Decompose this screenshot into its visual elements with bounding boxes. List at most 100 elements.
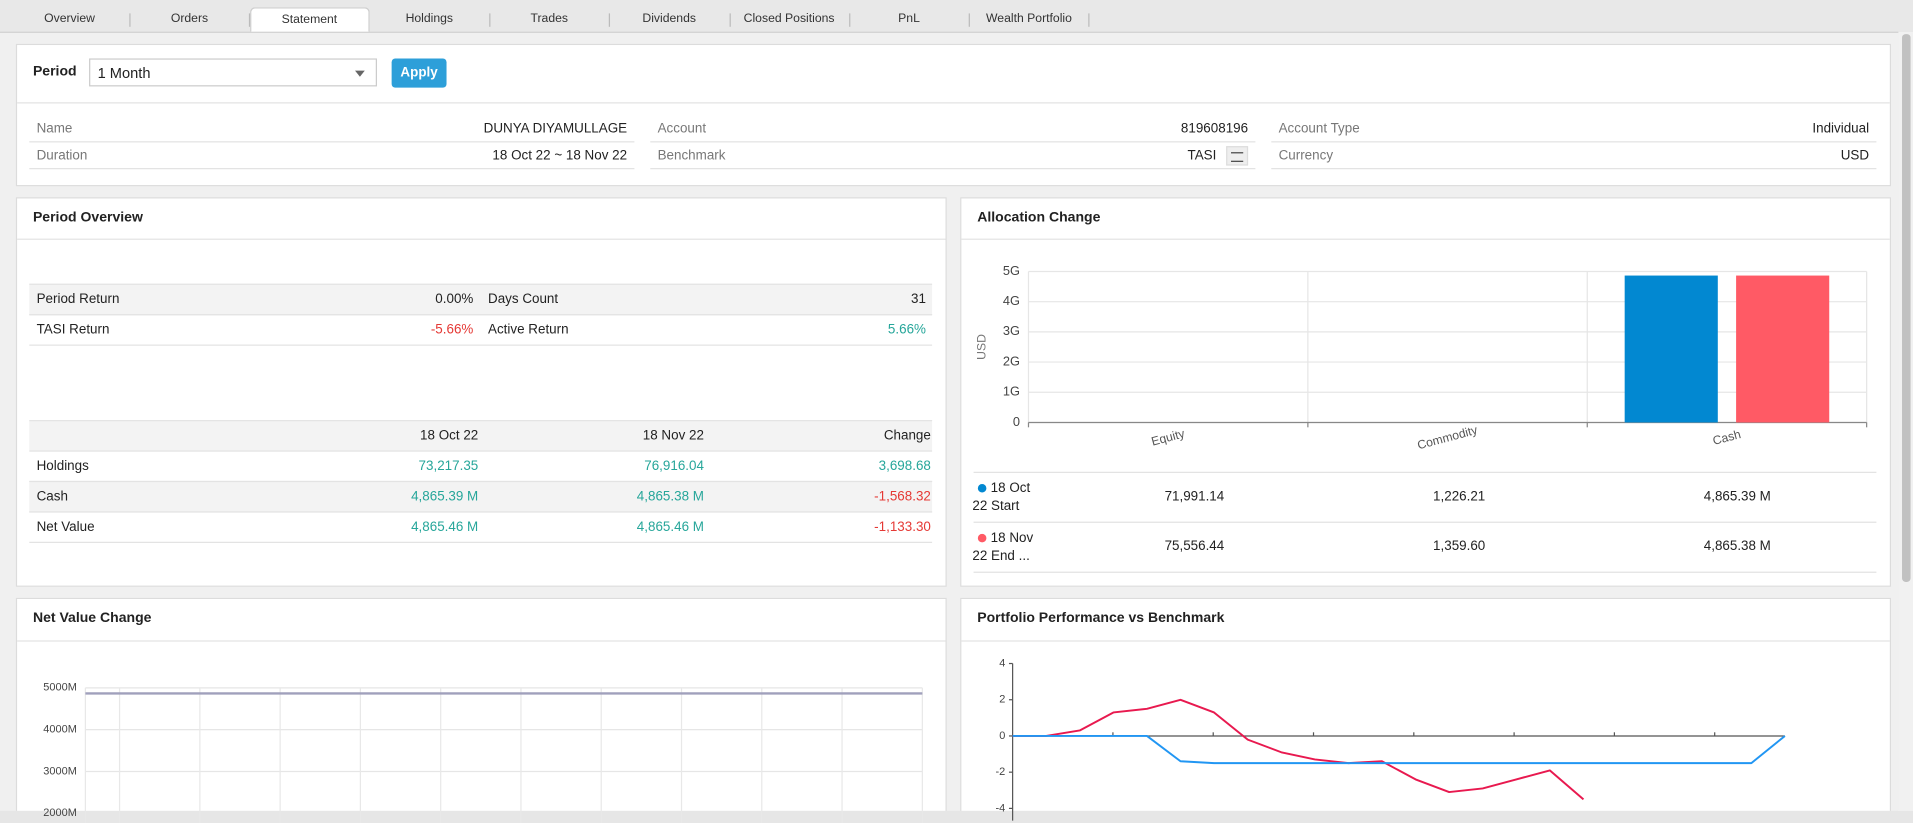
tab-separator [848,13,851,27]
line-series [1012,698,1585,801]
info-value: DUNYA DIYAMULLAGE [483,121,628,137]
cell-value: 76,916.04 [644,458,704,474]
y-tick-label: 2 [999,694,1005,706]
bar [1624,275,1718,423]
data-label: 75,556.44 [1165,538,1225,553]
divider [650,141,1256,143]
y-tick-label: 4G [1003,293,1020,308]
legend-dot [977,533,987,543]
line-series [1012,734,1786,765]
y-tick-label: 5000M [43,682,77,694]
row-bg [29,283,933,315]
tab-separator [129,13,131,27]
data-label: 71,991.14 [1165,488,1225,503]
cell-value: 73,217.35 [418,458,479,474]
y-tick-label: 2000M [43,807,77,819]
period-overview-panel [15,197,947,587]
y-axis-title: USD [974,334,988,360]
divider [17,238,946,240]
tab[interactable]: Trades [530,12,569,26]
return-value: 0.00% [435,292,474,307]
return-label: Active Return [488,322,569,338]
divider [961,640,1890,642]
legend-entry-box: 18 Oct 22 Start [972,481,1030,514]
period-select[interactable]: 1 Month [89,58,377,87]
divider [29,480,933,483]
x-tick-label: Cash [1711,427,1742,448]
y-tick-label: 0 [999,730,1005,742]
panel-title: Net Value Change [32,611,152,626]
select-caret [355,70,365,77]
return-label: Period Return [36,292,120,307]
divider [29,141,635,143]
tab-separator [968,13,971,27]
net-value-panel [15,597,947,823]
info-value: TASI [1187,148,1217,164]
info-label: Account Type [1278,121,1360,137]
cell-value: -1,133.30 [874,519,931,535]
column-header: 18 Oct 22 [420,428,479,444]
tab[interactable]: Closed Positions [743,12,835,26]
x-tick-label: Equity [1150,426,1187,448]
column-header: Change [883,428,931,444]
tab[interactable]: Wealth Portfolio [986,12,1072,26]
return-value: 31 [911,292,927,307]
y-tick-label: 3G [1003,323,1020,338]
return-label: Days Count [488,292,559,307]
return-label: TASI Return [36,322,110,338]
row-bg [29,480,933,512]
return-value: 5.66% [887,322,927,338]
tab[interactable]: PnL [898,12,920,26]
tab[interactable]: Holdings [405,12,454,26]
data-label: 4,865.39 M [1704,488,1771,503]
cell-value: 4,865.38 M [636,489,704,505]
legend-entry: 18 Nov 22 End ... [972,530,1034,564]
data-label: 1,359.60 [1433,538,1485,553]
cell-value: 4,865.46 M [636,519,704,535]
scrollbar-thumb[interactable] [1902,34,1911,582]
divider [29,541,933,543]
row-label: Holdings [36,458,89,474]
divider [961,238,1890,240]
legend-entry-box: 18 Nov 22 End ... [972,530,1034,564]
tab[interactable]: Dividends [642,12,696,26]
y-tick-label: 4 [999,657,1005,669]
y-tick-label: 1G [1003,384,1020,399]
tab[interactable]: Orders [170,12,209,26]
performance-panel [960,597,1892,823]
y-tick-label: -2 [996,766,1006,778]
divider [17,640,946,642]
tab[interactable]: Overview [44,12,95,26]
info-label: Duration [36,148,88,164]
return-value: -5.66% [430,322,474,338]
legend-dot [977,483,987,493]
divider [29,420,933,422]
info-value: 18 Oct 22 ~ 18 Nov 22 [492,148,628,164]
divider [29,344,933,346]
tab-active[interactable]: Statement [249,7,370,32]
tab-separator [489,13,491,27]
period-label: Period [32,64,77,80]
divider [1271,168,1877,170]
info-value: Individual [1812,121,1870,137]
y-tick-label: 4000M [43,724,77,736]
apply-button[interactable]: Apply [391,58,447,88]
y-tick-label: 2G [1003,353,1020,368]
bar [1736,275,1830,423]
divider [17,102,1890,104]
cell-value: 4,865.39 M [411,489,479,505]
cell-value: 4,865.46 M [411,519,479,535]
divider [650,168,1256,170]
y-tick-label: 3000M [43,765,77,777]
info-label: Name [36,121,73,137]
data-label: 1,226.21 [1433,488,1485,503]
cell-value: -1,568.32 [874,489,931,505]
settings-icon [1231,152,1244,162]
tab-separator [728,13,731,27]
panel-title: Period Overview [32,210,143,226]
divider [1271,141,1877,143]
